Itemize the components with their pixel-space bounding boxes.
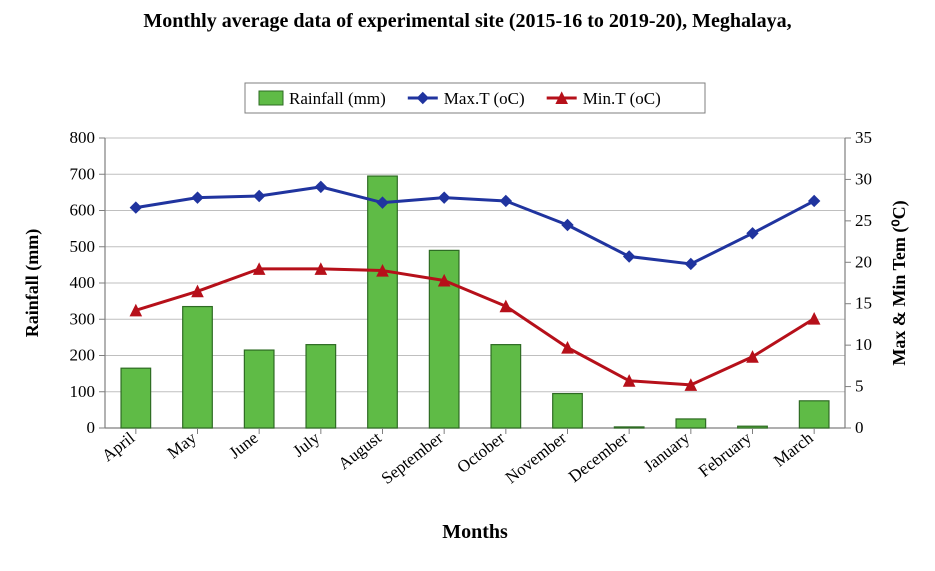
y-right-tick-label: 0	[855, 418, 864, 437]
marker-maxT	[130, 202, 141, 213]
y-left-tick-label: 600	[70, 201, 96, 220]
bar-rainfall	[491, 345, 521, 428]
chart-container: 0 100 200 300 400 500 600 700 800 0 5 10 15 20 25 30 35 A…	[0, 33, 935, 553]
x-tick-label: April	[98, 428, 138, 465]
bar-rainfall	[676, 419, 706, 428]
marker-maxT	[809, 195, 820, 206]
x-tick-label: December	[565, 428, 632, 486]
y-right-tick-label: 30	[855, 169, 872, 188]
x-tick-label: May	[164, 428, 201, 462]
bar-rainfall	[799, 401, 829, 428]
marker-maxT	[685, 258, 696, 269]
marker-maxT	[315, 181, 326, 192]
y-left-tick-label: 700	[70, 164, 96, 183]
x-tick-label: June	[225, 428, 261, 462]
y-left-tick-label: 200	[70, 346, 96, 365]
bar-rainfall	[738, 426, 768, 428]
chart-title: Monthly average data of experimental sit…	[0, 0, 935, 33]
bar-rainfall	[183, 307, 213, 428]
y-left-tick-label: 300	[70, 309, 96, 328]
marker-minT	[809, 313, 820, 324]
legend-label: Rainfall (mm)	[289, 89, 386, 108]
x-tick-label: March	[770, 428, 817, 471]
x-tick-label: January	[640, 428, 694, 476]
y-right-title: Max & Min Tem (⁰C)	[889, 200, 910, 365]
y-left-tick-label: 400	[70, 273, 96, 292]
marker-maxT	[500, 195, 511, 206]
y-right-tick-label: 5	[855, 377, 864, 396]
y-left-tick-label: 500	[70, 237, 96, 256]
legend-swatch-rainfall	[259, 91, 283, 105]
x-axis-title: Months	[442, 521, 508, 543]
bar-rainfall	[244, 350, 274, 428]
marker-maxT	[624, 251, 635, 262]
x-tick-label: September	[378, 428, 447, 488]
bar-rainfall	[368, 176, 398, 428]
x-tick-label: July	[289, 428, 323, 461]
y-left-tick-label: 100	[70, 382, 96, 401]
marker-maxT	[254, 191, 265, 202]
y-right-tick-label: 35	[855, 128, 872, 147]
y-right-tick-label: 15	[855, 294, 872, 313]
x-tick-label: February	[695, 428, 755, 481]
marker-maxT	[192, 192, 203, 203]
x-tick-label: November	[502, 428, 571, 487]
marker-maxT	[562, 220, 573, 231]
bar-rainfall	[553, 394, 583, 428]
y-right-tick-label: 20	[855, 252, 872, 271]
y-right-tick-label: 25	[855, 211, 872, 230]
x-tick-label: October	[453, 428, 508, 477]
y-left-tick-label: 0	[87, 418, 96, 437]
x-tick-label: August	[335, 428, 386, 473]
chart-svg: 0 100 200 300 400 500 600 700 800 0 5 10 15 20 25 30 35 A…	[0, 33, 935, 553]
line-maxT	[136, 187, 814, 264]
marker-maxT	[439, 192, 450, 203]
line-minT	[136, 269, 814, 385]
legend-label: Max.T (oC)	[444, 89, 525, 108]
y-right-tick-label: 10	[855, 335, 872, 354]
y-left-title: Rainfall (mm)	[22, 229, 43, 337]
y-left-tick-label: 800	[70, 128, 96, 147]
legend-label: Min.T (oC)	[583, 89, 661, 108]
marker-maxT	[747, 228, 758, 239]
bar-rainfall	[306, 345, 336, 428]
bar-rainfall	[121, 368, 151, 428]
